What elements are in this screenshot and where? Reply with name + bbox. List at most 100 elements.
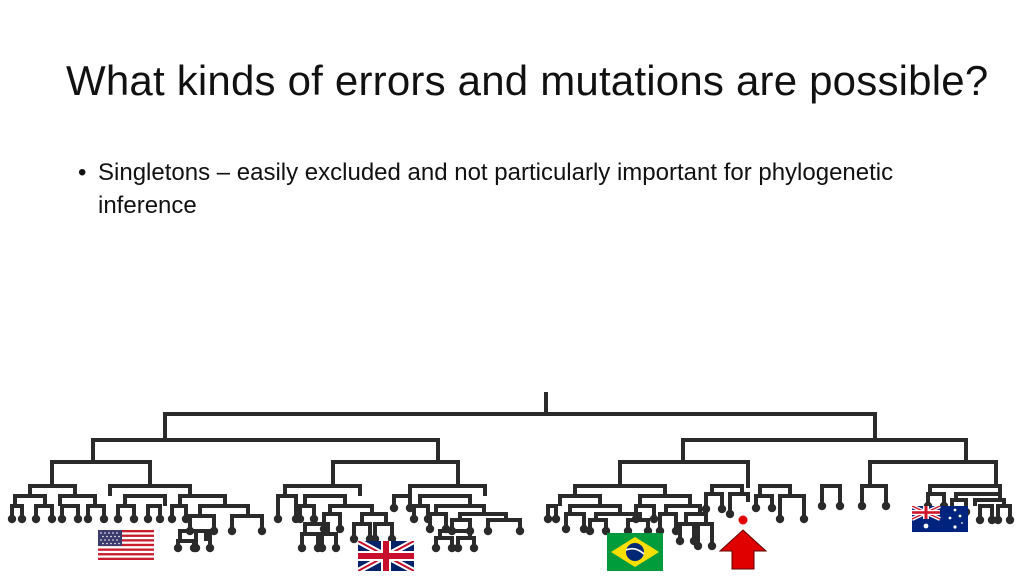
tree-branch: [116, 504, 136, 519]
tree-branch: [594, 512, 642, 520]
tree-branch: [322, 512, 342, 529]
tree-branch: [568, 504, 622, 514]
tree-tip: [717, 504, 727, 514]
tree-tip: [515, 526, 525, 536]
tree-branch: [434, 504, 486, 514]
tree-branch: [696, 522, 714, 546]
tree-tip: [631, 514, 641, 524]
tree-tip: [73, 514, 83, 524]
tree-branch: [728, 492, 750, 502]
tree-tips: [7, 501, 1015, 553]
tree-tip: [295, 514, 305, 524]
tree-tip: [881, 501, 891, 511]
tree-tip: [775, 514, 785, 524]
tree-branch: [684, 512, 708, 524]
tree-branch: [10, 504, 24, 519]
tree-branch: [28, 484, 77, 496]
tree-branch: [456, 536, 476, 548]
tree-tip: [181, 514, 191, 524]
tree-branch: [564, 512, 586, 529]
tree-branch: [710, 484, 744, 494]
tree-tip: [835, 501, 845, 511]
tree-tip: [751, 503, 761, 513]
tree-tip: [671, 526, 681, 536]
tree-branch: [198, 504, 250, 516]
tree-branch: [108, 484, 192, 496]
tree-branch: [978, 504, 994, 520]
tree-tip: [649, 514, 659, 524]
tree-tip: [57, 514, 67, 524]
tree-tip: [83, 514, 93, 524]
tree-tip: [693, 541, 703, 551]
tree-branch: [178, 494, 227, 506]
tree-branch: [276, 494, 298, 519]
tree-tip: [205, 543, 215, 553]
tree-branch: [778, 494, 806, 519]
tree-branch: [573, 484, 667, 496]
tree-branch: [360, 512, 388, 524]
tree-tip: [129, 514, 139, 524]
tree-tip: [209, 526, 219, 536]
tree-tip: [331, 543, 341, 553]
tree-tip: [425, 524, 435, 534]
tree-branch: [996, 504, 1012, 520]
tree-branch: [758, 484, 792, 496]
tree-branch: [34, 504, 54, 519]
tree-tip: [317, 543, 327, 553]
tree-tip: [483, 526, 493, 536]
tree-branch: [664, 504, 702, 514]
tree-tip: [31, 514, 41, 524]
tree-branch: [926, 492, 946, 506]
tree-tip: [767, 503, 777, 513]
tree-tip: [309, 514, 319, 524]
tree-branch: [60, 504, 80, 519]
tree-branch: [58, 494, 97, 506]
tree-branch: [408, 484, 487, 496]
tree-tip: [7, 514, 17, 524]
tree-branch: [486, 518, 522, 531]
tree-tip: [47, 514, 57, 524]
phylogenetic-tree: [7, 392, 1015, 571]
tree-branch: [194, 529, 212, 548]
tree-tip: [1005, 515, 1015, 525]
tree-branch: [546, 504, 558, 519]
tree-branch: [973, 498, 1006, 506]
tree-branch: [588, 518, 608, 531]
tree-branch: [458, 512, 508, 520]
tree-tip: [447, 543, 457, 553]
tree-tip: [987, 515, 997, 525]
tree-tip: [389, 503, 399, 513]
tree-tip: [453, 543, 463, 553]
tree-tip: [273, 514, 283, 524]
tree-tip: [227, 526, 237, 536]
tree-tip: [857, 501, 867, 511]
tree-branch: [373, 522, 394, 539]
tree-branch: [928, 484, 1002, 494]
tree-tip: [543, 514, 553, 524]
tree-tip: [551, 514, 561, 524]
tree-tip: [155, 514, 165, 524]
tree-tip: [319, 524, 329, 534]
bullet-item: Singletons – easily excluded and not par…: [78, 156, 898, 222]
tree-branch: [298, 504, 316, 519]
tree-tip: [817, 501, 827, 511]
tree-branch: [638, 494, 692, 506]
tree-tip: [99, 514, 109, 524]
tree-branch: [954, 492, 1002, 500]
tree-branch: [283, 484, 362, 496]
tree-tip: [561, 524, 571, 534]
tree-branch: [860, 484, 888, 506]
tree-tip: [349, 534, 359, 544]
tree-branch: [13, 494, 47, 506]
tree-branch: [392, 494, 412, 508]
tree-branch: [352, 522, 372, 539]
tree-tip: [707, 541, 717, 551]
tree-branch: [704, 492, 724, 509]
slide-title: What kinds of errors and mutations are p…: [66, 57, 989, 104]
tree-tip: [409, 514, 419, 524]
tree-tip: [725, 509, 735, 519]
tree-tip: [143, 514, 153, 524]
tree-branch: [658, 512, 678, 531]
tree-tip: [405, 503, 415, 513]
tree-tip: [993, 515, 1003, 525]
